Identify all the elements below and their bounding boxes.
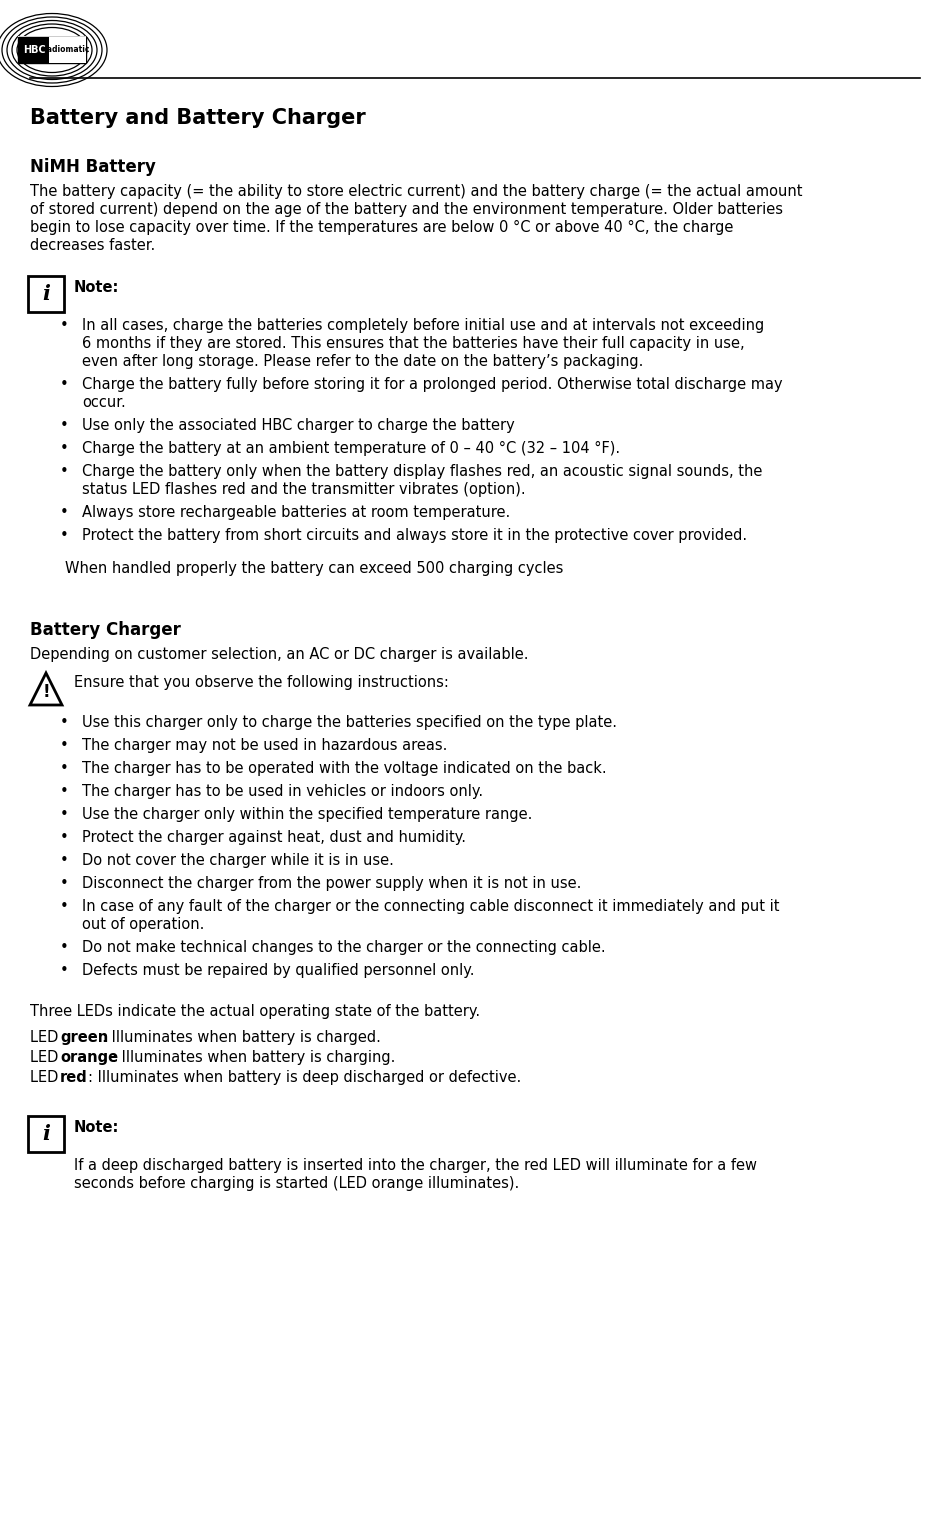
Text: When handled properly the battery can exceed 500 charging cycles: When handled properly the battery can ex… bbox=[65, 561, 563, 576]
Text: •: • bbox=[60, 418, 68, 433]
Text: i: i bbox=[42, 283, 50, 305]
Text: •: • bbox=[60, 830, 68, 845]
Text: In case of any fault of the charger or the connecting cable disconnect it immedi: In case of any fault of the charger or t… bbox=[82, 898, 780, 914]
Text: Do not cover the charger while it is in use.: Do not cover the charger while it is in … bbox=[82, 853, 394, 868]
Text: •: • bbox=[60, 441, 68, 456]
Text: •: • bbox=[60, 853, 68, 868]
Text: occur.: occur. bbox=[82, 395, 125, 411]
Text: •: • bbox=[60, 807, 68, 823]
Text: Disconnect the charger from the power supply when it is not in use.: Disconnect the charger from the power su… bbox=[82, 876, 581, 891]
FancyBboxPatch shape bbox=[28, 1117, 64, 1151]
Text: Charge the battery fully before storing it for a prolonged period. Otherwise tot: Charge the battery fully before storing … bbox=[82, 377, 783, 392]
Text: •: • bbox=[60, 377, 68, 392]
Text: Protect the battery from short circuits and always store it in the protective co: Protect the battery from short circuits … bbox=[82, 529, 747, 542]
Text: Depending on customer selection, an AC or DC charger is available.: Depending on customer selection, an AC o… bbox=[30, 647, 528, 662]
Text: 6 months if they are stored. This ensures that the batteries have their full cap: 6 months if they are stored. This ensure… bbox=[82, 336, 745, 351]
Text: : Illuminates when battery is charging.: : Illuminates when battery is charging. bbox=[112, 1050, 395, 1065]
Text: orange: orange bbox=[60, 1050, 118, 1065]
Text: •: • bbox=[60, 318, 68, 333]
Text: Always store rechargeable batteries at room temperature.: Always store rechargeable batteries at r… bbox=[82, 504, 510, 520]
Text: •: • bbox=[60, 504, 68, 520]
Text: NiMH Battery: NiMH Battery bbox=[30, 158, 156, 176]
Text: seconds before charging is started (LED orange illuminates).: seconds before charging is started (LED … bbox=[74, 1176, 520, 1191]
Text: Ensure that you observe the following instructions:: Ensure that you observe the following in… bbox=[74, 676, 448, 689]
Text: LED: LED bbox=[30, 1070, 63, 1085]
Text: LED: LED bbox=[30, 1030, 63, 1045]
Text: HBC: HBC bbox=[24, 45, 47, 55]
FancyBboxPatch shape bbox=[49, 36, 86, 64]
Text: •: • bbox=[60, 964, 68, 979]
Text: Do not make technical changes to the charger or the connecting cable.: Do not make technical changes to the cha… bbox=[82, 939, 606, 954]
Text: Defects must be repaired by qualified personnel only.: Defects must be repaired by qualified pe… bbox=[82, 964, 474, 979]
Text: •: • bbox=[60, 876, 68, 891]
Text: even after long storage. Please refer to the date on the battery’s packaging.: even after long storage. Please refer to… bbox=[82, 355, 643, 370]
Text: status LED flashes red and the transmitter vibrates (option).: status LED flashes red and the transmitt… bbox=[82, 482, 525, 497]
Text: If a deep discharged battery is inserted into the charger, the red LED will illu: If a deep discharged battery is inserted… bbox=[74, 1157, 757, 1173]
Text: Note:: Note: bbox=[74, 280, 120, 295]
Text: !: ! bbox=[42, 683, 49, 701]
Text: •: • bbox=[60, 464, 68, 479]
Text: Protect the charger against heat, dust and humidity.: Protect the charger against heat, dust a… bbox=[82, 830, 466, 845]
Text: Use the charger only within the specified temperature range.: Use the charger only within the specifie… bbox=[82, 807, 532, 823]
Text: decreases faster.: decreases faster. bbox=[30, 238, 155, 253]
Text: : Illuminates when battery is deep discharged or defective.: : Illuminates when battery is deep disch… bbox=[88, 1070, 522, 1085]
Text: green: green bbox=[60, 1030, 108, 1045]
Text: •: • bbox=[60, 529, 68, 542]
Text: Use this charger only to charge the batteries specified on the type plate.: Use this charger only to charge the batt… bbox=[82, 715, 617, 730]
Text: The charger has to be used in vehicles or indoors only.: The charger has to be used in vehicles o… bbox=[82, 783, 484, 798]
Text: •: • bbox=[60, 715, 68, 730]
Text: •: • bbox=[60, 939, 68, 954]
Text: begin to lose capacity over time. If the temperatures are below 0 °C or above 40: begin to lose capacity over time. If the… bbox=[30, 220, 733, 235]
Text: Note:: Note: bbox=[74, 1120, 120, 1135]
Text: The charger may not be used in hazardous areas.: The charger may not be used in hazardous… bbox=[82, 738, 447, 753]
Text: •: • bbox=[60, 738, 68, 753]
FancyBboxPatch shape bbox=[18, 36, 86, 64]
Text: •: • bbox=[60, 761, 68, 776]
Text: i: i bbox=[42, 1124, 50, 1144]
Text: out of operation.: out of operation. bbox=[82, 917, 204, 932]
Text: Battery and Battery Charger: Battery and Battery Charger bbox=[30, 108, 366, 127]
Text: Use only the associated HBC charger to charge the battery: Use only the associated HBC charger to c… bbox=[82, 418, 515, 433]
Text: The battery capacity (= the ability to store electric current) and the battery c: The battery capacity (= the ability to s… bbox=[30, 183, 803, 198]
Text: Charge the battery at an ambient temperature of 0 – 40 °C (32 – 104 °F).: Charge the battery at an ambient tempera… bbox=[82, 441, 620, 456]
FancyBboxPatch shape bbox=[18, 36, 86, 64]
Text: red: red bbox=[60, 1070, 87, 1085]
Text: : Illuminates when battery is charged.: : Illuminates when battery is charged. bbox=[102, 1030, 381, 1045]
Text: •: • bbox=[60, 783, 68, 798]
Text: The charger has to be operated with the voltage indicated on the back.: The charger has to be operated with the … bbox=[82, 761, 607, 776]
Text: radiomatic: radiomatic bbox=[44, 45, 90, 55]
Text: Battery Charger: Battery Charger bbox=[30, 621, 180, 639]
Text: Three LEDs indicate the actual operating state of the battery.: Three LEDs indicate the actual operating… bbox=[30, 1004, 480, 1020]
Text: •: • bbox=[60, 898, 68, 914]
Text: In all cases, charge the batteries completely before initial use and at interval: In all cases, charge the batteries compl… bbox=[82, 318, 764, 333]
FancyBboxPatch shape bbox=[28, 276, 64, 312]
Text: of stored current) depend on the age of the battery and the environment temperat: of stored current) depend on the age of … bbox=[30, 201, 783, 217]
Text: Charge the battery only when the battery display flashes red, an acoustic signal: Charge the battery only when the battery… bbox=[82, 464, 762, 479]
Text: LED: LED bbox=[30, 1050, 63, 1065]
